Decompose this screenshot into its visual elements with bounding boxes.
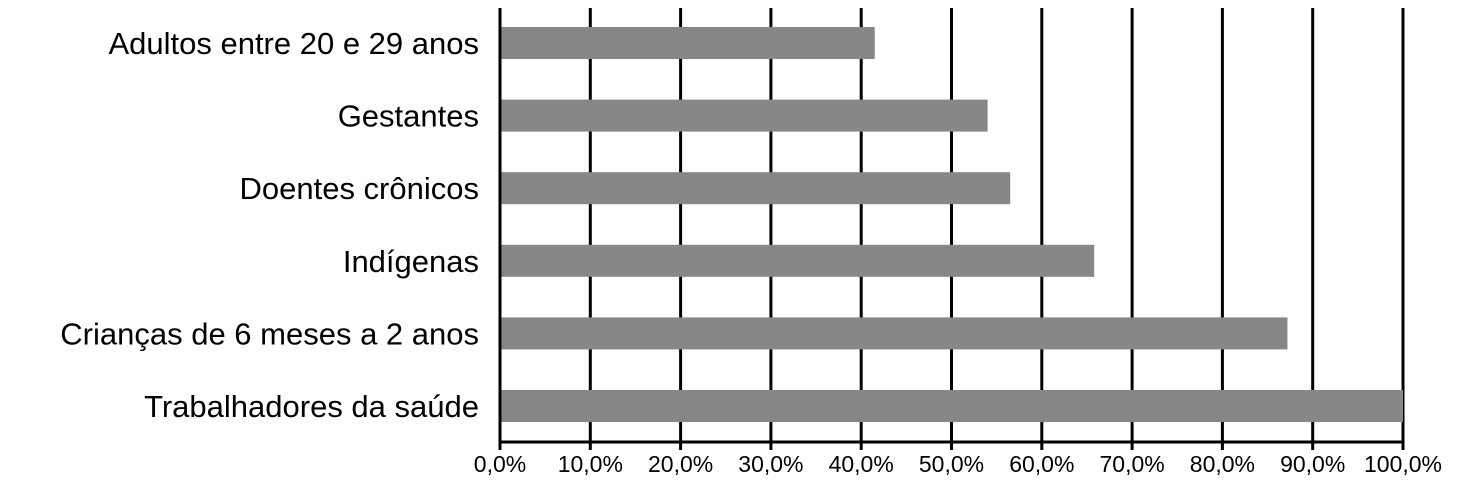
bar bbox=[500, 172, 1011, 205]
x-tick-label: 80,0% bbox=[1190, 451, 1255, 477]
x-tick-label: 0,0% bbox=[474, 451, 526, 477]
x-tick-label: 100,0% bbox=[1364, 451, 1442, 477]
bars bbox=[500, 27, 1403, 422]
x-tick-label: 20,0% bbox=[648, 451, 713, 477]
category-label: Adultos entre 20 e 29 anos bbox=[108, 26, 479, 61]
x-tick-label: 10,0% bbox=[558, 451, 623, 477]
x-tick-label: 40,0% bbox=[829, 451, 894, 477]
bar bbox=[500, 390, 1403, 422]
bar bbox=[500, 99, 988, 132]
category-label: Indígenas bbox=[343, 244, 479, 279]
category-labels: Adultos entre 20 e 29 anos Gestantes Doent… bbox=[60, 26, 479, 424]
category-label: Gestantes bbox=[338, 99, 479, 134]
bar bbox=[500, 244, 1095, 277]
x-tick-label: 50,0% bbox=[919, 451, 984, 477]
category-label: Trabalhadores da saúde bbox=[144, 389, 479, 424]
x-tick-label: 90,0% bbox=[1280, 451, 1345, 477]
bar bbox=[500, 27, 875, 59]
category-label: Doentes crônicos bbox=[239, 171, 479, 206]
category-label: Crianças de 6 meses a 2 anos bbox=[60, 316, 479, 351]
axes bbox=[498, 8, 1405, 450]
x-tick-label: 70,0% bbox=[1099, 451, 1164, 477]
bar bbox=[500, 317, 1288, 350]
x-tick-label: 30,0% bbox=[738, 451, 803, 477]
gridlines bbox=[588, 8, 1405, 442]
x-tick-label: 60,0% bbox=[1009, 451, 1074, 477]
tick-labels: 0,0% 10,0% 20,0% 30,0% 40,0% 50,0% 60,0% 70,0% 8… bbox=[474, 451, 1442, 477]
